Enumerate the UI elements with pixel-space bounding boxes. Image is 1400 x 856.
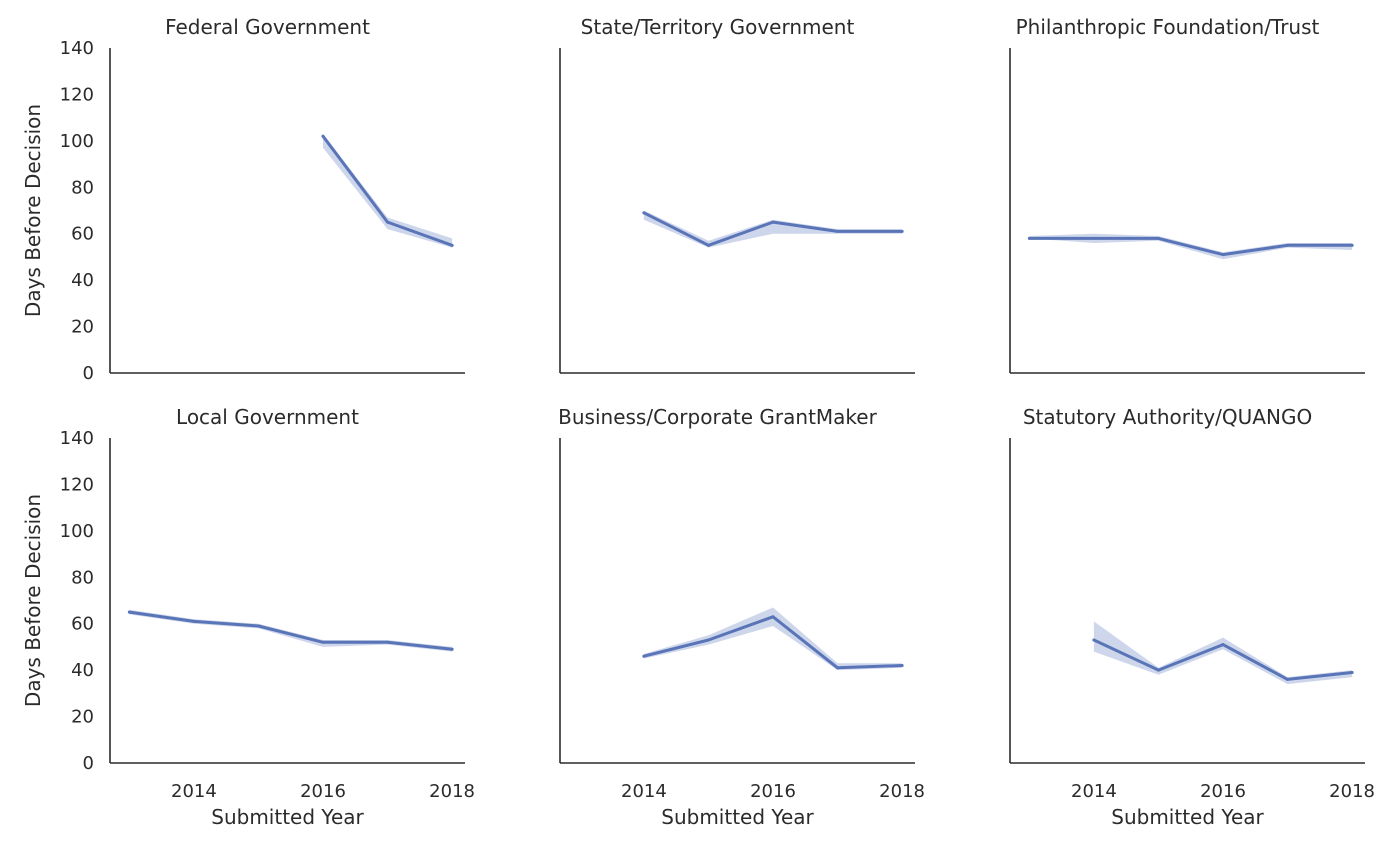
panel-title: Statutory Authority/QUANGO bbox=[1023, 405, 1312, 429]
y-tick-label: 80 bbox=[71, 567, 94, 588]
facet-panel-4: Local Government 0 20 40 60 80 100 120 140 Days B… bbox=[21, 405, 475, 829]
data-point bbox=[1156, 668, 1160, 672]
x-tick-label: 2016 bbox=[1200, 781, 1246, 802]
y-tick-label: 0 bbox=[83, 753, 94, 774]
data-point bbox=[642, 211, 646, 215]
x-tick-label: 2016 bbox=[750, 781, 796, 802]
y-tick-label: 20 bbox=[71, 317, 94, 338]
facet-panel-1: Federal Government 0 20 40 60 80 100 120 140 Days… bbox=[21, 15, 465, 384]
confidence-band bbox=[1093, 621, 1353, 685]
data-point bbox=[836, 666, 840, 670]
data-point bbox=[836, 229, 840, 233]
y-tick-label: 100 bbox=[60, 131, 94, 152]
data-point bbox=[127, 610, 131, 614]
confidence-band bbox=[643, 607, 903, 671]
y-axis-title: Days Before Decision bbox=[21, 104, 45, 317]
data-point bbox=[706, 243, 710, 247]
data-point bbox=[321, 640, 325, 644]
x-axis-title: Submitted Year bbox=[211, 805, 364, 829]
data-point bbox=[386, 220, 390, 224]
data-point bbox=[450, 243, 454, 247]
x-axis-title: Submitted Year bbox=[661, 805, 814, 829]
facet-panel-6: Statutory Authority/QUANGO 2014 2016 2018 Su… bbox=[1009, 405, 1375, 829]
series-line bbox=[127, 610, 454, 651]
y-tick-label: 40 bbox=[71, 270, 94, 291]
y-tick-label: 120 bbox=[60, 474, 94, 495]
x-tick-label: 2016 bbox=[300, 781, 346, 802]
x-tick-label: 2014 bbox=[1071, 781, 1117, 802]
data-point bbox=[900, 664, 904, 667]
data-point bbox=[1027, 236, 1031, 240]
y-tick-label: 140 bbox=[60, 38, 94, 59]
data-point bbox=[1286, 677, 1290, 681]
data-point bbox=[1286, 243, 1290, 247]
y-tick-label: 60 bbox=[71, 224, 94, 245]
y-tick-label: 120 bbox=[60, 84, 94, 105]
panel-title: State/Territory Government bbox=[581, 15, 855, 39]
confidence-band bbox=[643, 210, 903, 248]
data-point bbox=[706, 638, 710, 642]
panel-title: Business/Corporate GrantMaker bbox=[558, 405, 877, 429]
panel-title: Federal Government bbox=[165, 15, 370, 39]
y-tick-label: 40 bbox=[71, 660, 94, 681]
x-axis-title: Submitted Year bbox=[1111, 805, 1264, 829]
facet-panel-2: State/Territory Government bbox=[559, 15, 915, 374]
y-tick-label: 60 bbox=[71, 614, 94, 635]
y-axis-title: Days Before Decision bbox=[21, 494, 45, 707]
data-point bbox=[900, 229, 904, 233]
facet-panel-5: Business/Corporate GrantMaker 2014 2016 201… bbox=[558, 405, 925, 829]
data-point bbox=[1156, 236, 1160, 240]
data-point bbox=[386, 640, 390, 644]
data-point bbox=[1092, 638, 1096, 642]
x-tick-label: 2014 bbox=[171, 781, 217, 802]
y-tick-label: 140 bbox=[60, 428, 94, 449]
data-point bbox=[771, 220, 775, 224]
y-tick-label: 0 bbox=[83, 363, 94, 384]
y-tick-label: 100 bbox=[60, 521, 94, 542]
y-tick-label: 80 bbox=[71, 177, 94, 198]
x-tick-label: 2018 bbox=[1329, 781, 1375, 802]
data-point bbox=[1092, 236, 1096, 240]
x-tick-label: 2018 bbox=[429, 781, 475, 802]
data-point bbox=[771, 615, 775, 619]
y-tick-label: 20 bbox=[71, 707, 94, 728]
data-point bbox=[1221, 253, 1225, 257]
x-tick-label: 2018 bbox=[879, 781, 925, 802]
data-point bbox=[1221, 643, 1225, 647]
facet-panel-3: Philanthropic Foundation/Trust bbox=[1009, 15, 1365, 374]
data-point bbox=[1350, 243, 1354, 247]
series-line bbox=[1027, 236, 1354, 257]
data-point bbox=[256, 624, 260, 628]
data-point bbox=[642, 654, 646, 658]
data-point bbox=[321, 134, 325, 138]
data-point bbox=[1350, 670, 1354, 674]
panel-title: Philanthropic Foundation/Trust bbox=[1016, 15, 1320, 39]
x-tick-label: 2014 bbox=[621, 781, 667, 802]
data-point bbox=[450, 647, 454, 651]
confidence-band bbox=[323, 133, 453, 248]
panel-title: Local Government bbox=[176, 405, 359, 429]
data-point bbox=[192, 619, 196, 623]
